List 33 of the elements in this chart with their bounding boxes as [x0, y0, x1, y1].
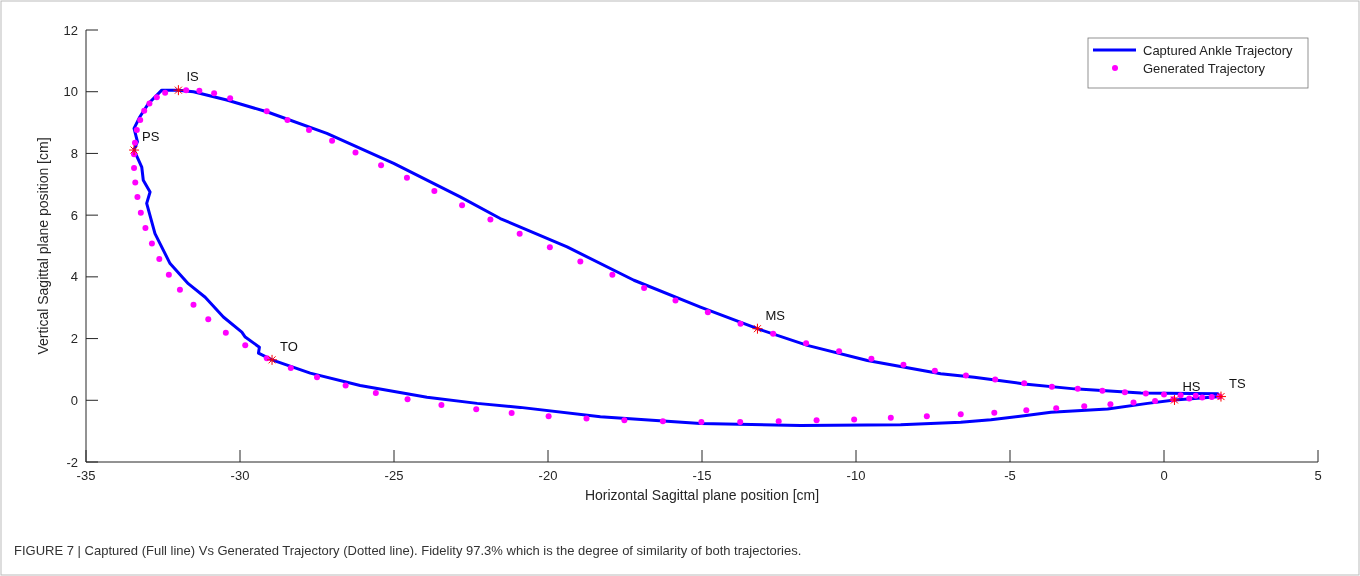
y-tick-label: 2 — [70, 331, 78, 347]
point — [1215, 391, 1227, 403]
x-tick-label: 0 — [1160, 468, 1168, 483]
x-axis-title: Horizontal Sagittal plane position [cm] — [584, 487, 820, 503]
y-tick-label: 12 — [63, 22, 78, 38]
point — [266, 354, 278, 366]
y-tick-label: 4 — [70, 269, 78, 285]
point — [751, 323, 763, 335]
annotation: TS — [1228, 375, 1246, 391]
x-tick-label: 5 — [1314, 468, 1322, 483]
y-tick-label: -2 — [66, 454, 78, 470]
x-tick-label: -15 — [692, 468, 712, 483]
y-tick-label: 6 — [70, 207, 78, 223]
y-axis-title: Vertical Sagittal plane position [cm] — [35, 137, 51, 355]
x-tick-label: -30 — [230, 468, 250, 483]
y-tick-label: 8 — [70, 145, 78, 161]
point — [128, 144, 140, 156]
x-tick-label: -5 — [1004, 468, 1016, 483]
x-tick-label: -25 — [384, 468, 404, 483]
annotation: TO — [280, 338, 298, 354]
annotation: PS — [142, 129, 160, 145]
caption: FIGURE 7 | Captured (Full line) Vs Generated Trajectory (Dotted line). Fidelity 97.3% which is the degree of similarity of both trajectories. — [14, 543, 802, 558]
point — [172, 84, 184, 96]
legend-label: Generated Trajectory — [1143, 60, 1266, 76]
annotation: MS — [765, 307, 786, 323]
y-tick-label: 0 — [70, 392, 78, 408]
legend-label: Captured Ankle Trajectory — [1143, 42, 1294, 58]
y-tick-label: 10 — [63, 84, 78, 100]
x-tick-label: -35 — [76, 468, 96, 483]
annotation: HS — [1182, 378, 1201, 394]
annotation: IS — [186, 69, 200, 85]
x-tick-label: -20 — [538, 468, 558, 483]
x-tick-label: -10 — [846, 468, 866, 483]
